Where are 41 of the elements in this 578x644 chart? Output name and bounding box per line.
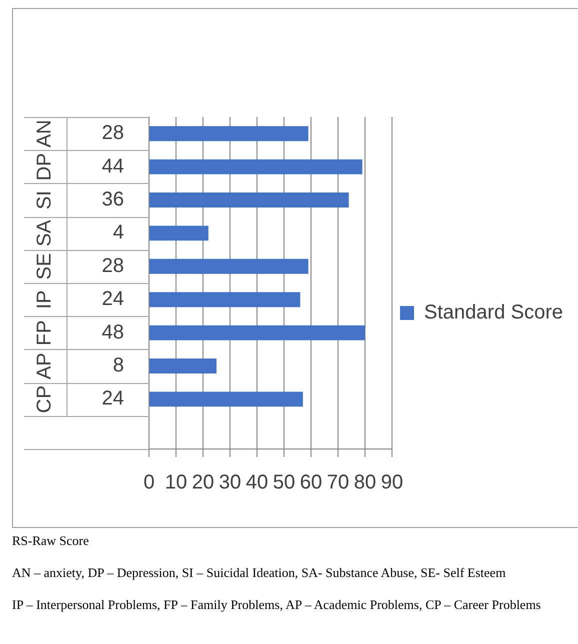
bar xyxy=(150,258,308,274)
bar xyxy=(150,392,303,407)
y-tick-label: SE xyxy=(34,253,56,280)
bar xyxy=(150,358,217,374)
bar xyxy=(150,325,366,340)
text: 24 xyxy=(102,388,124,410)
x-tick-label: 0 xyxy=(143,472,155,494)
x-tick-label: 60 xyxy=(300,472,322,494)
text: AN – anxiety, DP – Depression, SI – Suicidal Ideation, SA- Substance Abuse, SE- Self Esteem xyxy=(12,564,507,582)
x-tick-label: 80 xyxy=(354,472,376,494)
text: 8 xyxy=(112,354,124,377)
x-tick-label: 10 xyxy=(164,472,188,494)
text: 28 xyxy=(102,254,124,277)
bar xyxy=(150,226,208,241)
bar xyxy=(150,159,362,174)
text: 48 xyxy=(102,321,124,344)
x-tick-label: 30 xyxy=(218,472,242,494)
bar xyxy=(150,126,308,142)
x-tick-label: 20 xyxy=(192,472,214,494)
y-tick-label: AP xyxy=(34,352,56,380)
x-tick-label: 40 xyxy=(246,472,268,494)
text: RS-Raw Score xyxy=(12,532,90,550)
y-tick-label: SA xyxy=(34,219,56,247)
bar xyxy=(150,192,349,208)
x-tick-label: 90 xyxy=(380,472,404,494)
text: 28 xyxy=(102,122,124,144)
y-tick-label: AN xyxy=(34,120,56,148)
y-tick-label: SI xyxy=(34,190,56,210)
text: 4 xyxy=(112,222,124,244)
text: 24 xyxy=(102,288,124,310)
y-tick-label: FP xyxy=(34,320,56,346)
y-tick-label: DP xyxy=(34,152,56,181)
x-tick-label: 50 xyxy=(272,472,296,494)
y-tick-label: CP xyxy=(34,385,56,414)
text: IP – Interpersonal Problems, FP – Family Problems, AP – Academic Problems, CP – Career Problems xyxy=(12,596,542,614)
legend-label: Standard Score xyxy=(424,302,564,324)
y-tick-label: IP xyxy=(34,290,56,310)
text: 44 xyxy=(102,155,124,178)
x-tick-label: 70 xyxy=(326,472,350,494)
text: 36 xyxy=(102,188,124,211)
bar xyxy=(150,292,300,308)
